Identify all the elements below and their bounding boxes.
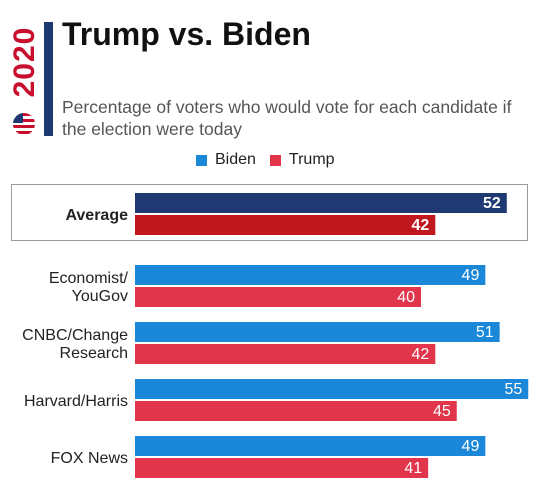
chart-title: Trump vs. Biden	[62, 16, 311, 52]
data-label-cnbc-change-research-biden: 51	[476, 324, 494, 341]
legend-label-trump: Trump	[288, 151, 335, 168]
bar-cnbc-change-research-biden	[135, 322, 500, 342]
bar-cnbc-change-research-trump	[135, 344, 436, 364]
us-flag-icon	[13, 113, 35, 135]
category-label: CNBC/Change	[22, 327, 128, 344]
legend-swatch-trump	[269, 154, 281, 166]
bar-harvard-harris-biden	[135, 379, 529, 399]
data-label-fox-news-biden: 49	[462, 438, 480, 455]
legend-item-biden: Biden	[196, 151, 256, 169]
bar-fox-news-trump	[135, 458, 429, 478]
legend-label-biden: Biden	[215, 151, 256, 168]
legend-swatch-biden	[196, 154, 207, 166]
data-label-average-biden: 52	[483, 195, 501, 212]
chart-subtitle: Percentage of voters who would vote for …	[62, 97, 512, 139]
category-label: YouGov	[72, 288, 128, 305]
legend-item-trump: Trump	[269, 151, 335, 169]
data-label-cnbc-change-research-trump: 42	[412, 346, 430, 363]
category-label: Economist/	[49, 270, 129, 287]
category-label: Research	[60, 345, 128, 362]
data-label-fox-news-trump: 41	[404, 460, 422, 477]
data-label-harvard-harris-trump: 45	[433, 403, 451, 420]
bar-economist-yougov-biden	[135, 265, 486, 285]
brand-bar	[44, 22, 53, 136]
bar-average-trump	[135, 215, 436, 235]
data-label-average-trump: 42	[412, 217, 430, 234]
legend: Biden Trump	[196, 151, 349, 169]
bar-fox-news-biden	[135, 436, 486, 456]
category-label: FOX News	[51, 450, 128, 467]
data-label-economist-yougov-trump: 40	[397, 289, 415, 306]
bar-harvard-harris-trump	[135, 401, 457, 421]
category-label: Harvard/Harris	[24, 393, 128, 410]
data-label-economist-yougov-biden: 49	[462, 267, 480, 284]
category-label: Average	[65, 207, 128, 224]
bar-average-biden	[135, 193, 507, 213]
bar-economist-yougov-trump	[135, 287, 421, 307]
data-label-harvard-harris-biden: 55	[504, 381, 522, 398]
